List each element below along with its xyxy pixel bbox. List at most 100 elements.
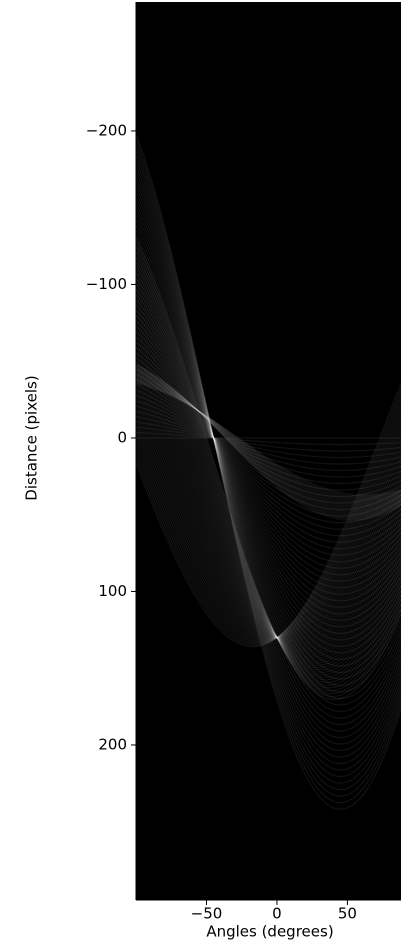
x-tick-label: 50 — [338, 905, 357, 923]
image-texture — [136, 371, 401, 511]
image-texture — [136, 318, 401, 656]
image-texture — [136, 309, 401, 595]
image-texture — [136, 369, 401, 513]
y-tick-label: −100 — [86, 275, 127, 293]
image-texture — [136, 377, 401, 503]
image-texture — [136, 345, 401, 647]
image-texture — [136, 400, 401, 639]
image-texture — [136, 409, 401, 639]
image-texture — [136, 367, 401, 516]
image-texture — [136, 314, 401, 589]
image-texture — [136, 309, 401, 660]
image-texture — [136, 373, 401, 509]
image-texture — [136, 245, 401, 673]
image-texture — [136, 336, 401, 650]
image-texture — [136, 154, 401, 784]
y-axis-label: Distance (pixels) — [23, 375, 41, 500]
image-texture — [136, 386, 401, 647]
image-texture — [136, 410, 401, 472]
image-texture — [136, 268, 401, 681]
image-texture — [136, 418, 401, 639]
image-texture — [136, 282, 401, 628]
image-texture — [136, 354, 401, 645]
image-texture — [136, 259, 401, 686]
image-texture — [136, 277, 401, 634]
image-texture — [136, 331, 401, 651]
y-tick-label: −200 — [86, 121, 127, 139]
image-texture — [136, 405, 401, 478]
image-texture — [136, 380, 401, 499]
image-texture — [136, 413, 401, 639]
image-texture — [136, 363, 401, 642]
image-texture — [136, 293, 401, 615]
image-texture — [136, 357, 401, 537]
image-texture — [136, 409, 401, 641]
x-tick-label: 0 — [272, 905, 282, 923]
image-texture — [136, 381, 401, 640]
image-texture — [136, 389, 401, 498]
image-texture — [136, 291, 401, 669]
image-texture — [136, 346, 401, 550]
image-texture — [136, 208, 401, 719]
image-texture — [136, 384, 401, 504]
image-texture — [136, 304, 401, 662]
image-texture — [136, 241, 401, 698]
image-texture — [136, 426, 401, 452]
image-texture — [136, 364, 401, 520]
image-texture — [136, 240, 401, 680]
image-texture — [136, 322, 401, 655]
image-texture — [136, 300, 401, 664]
image-texture — [136, 165, 401, 771]
image-texture — [136, 254, 401, 689]
image-texture — [136, 234, 401, 686]
image-texture — [136, 256, 401, 660]
image-texture — [136, 382, 401, 496]
image-texture — [136, 372, 401, 510]
image-texture — [136, 414, 401, 641]
image-texture — [136, 373, 401, 517]
image-texture — [136, 382, 401, 497]
image-texture — [136, 352, 401, 543]
image-texture — [136, 381, 401, 648]
image-texture — [136, 350, 401, 646]
image-texture — [136, 327, 401, 653]
image-texture — [136, 298, 401, 608]
image-texture — [136, 379, 401, 500]
image-texture — [136, 422, 401, 640]
y-tick-label: 200 — [98, 735, 127, 753]
image-texture — [136, 325, 401, 576]
image-texture — [136, 386, 401, 639]
image-texture — [136, 286, 401, 671]
image-texture — [136, 432, 401, 446]
image-texture — [136, 365, 401, 519]
image-texture — [136, 133, 401, 810]
image-texture — [136, 192, 401, 739]
image-texture — [136, 218, 401, 706]
image-texture — [136, 263, 401, 683]
image-texture — [136, 138, 401, 804]
image-texture — [136, 400, 401, 643]
image-texture — [136, 224, 401, 699]
image-texture — [136, 250, 401, 667]
image-texture — [136, 250, 401, 692]
x-tick-label: −50 — [191, 905, 223, 923]
image-texture — [136, 376, 401, 504]
image-texture — [136, 236, 401, 701]
y-tick-label: 0 — [117, 428, 127, 446]
image-texture — [136, 381, 401, 498]
image-texture — [136, 366, 401, 517]
image-texture — [136, 418, 401, 640]
image-texture — [136, 144, 401, 797]
image-texture — [136, 395, 401, 644]
image-texture — [136, 282, 401, 673]
image-background — [136, 2, 401, 900]
image-content — [136, 133, 401, 810]
image-texture — [136, 176, 401, 758]
image-texture — [136, 160, 401, 778]
image-texture — [136, 197, 401, 732]
image-texture — [136, 336, 401, 563]
image-texture — [136, 375, 401, 506]
image-texture — [136, 374, 401, 507]
image-texture — [136, 372, 401, 641]
